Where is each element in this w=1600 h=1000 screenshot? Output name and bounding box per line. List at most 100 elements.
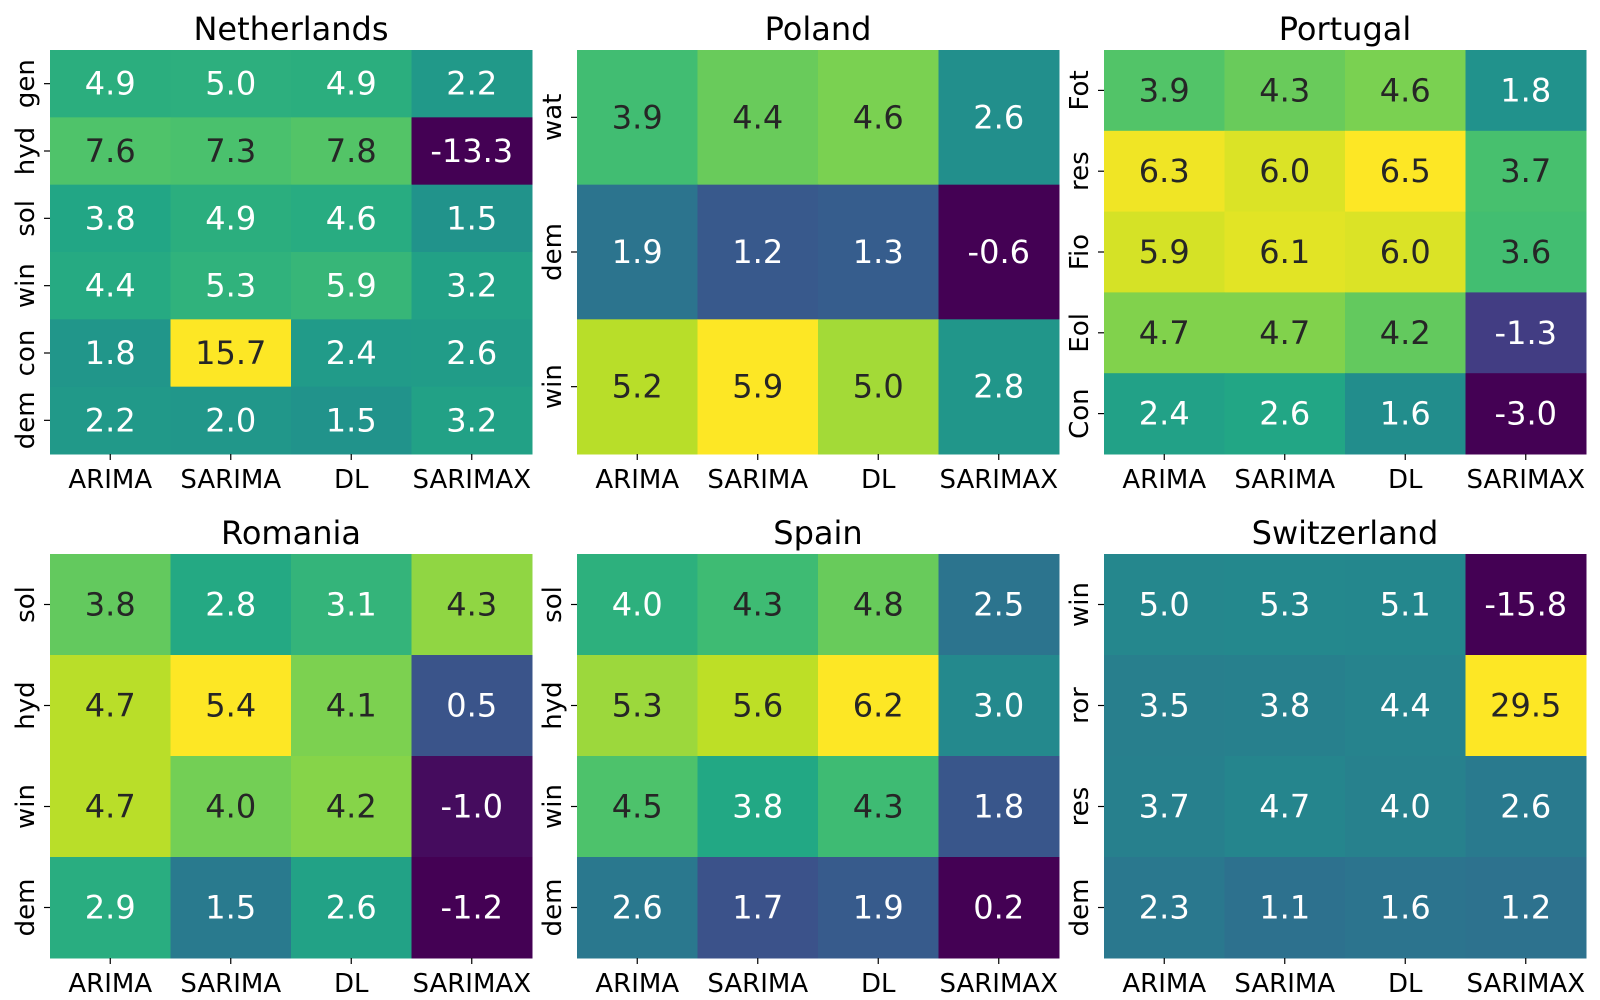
heatmap-cell: [818, 319, 939, 455]
x-tick-label: DL: [334, 969, 369, 999]
heatmap-cell: [938, 319, 1060, 455]
cell-value-label: 2.4: [1139, 395, 1190, 433]
cell-value-label: 1.7: [732, 889, 783, 927]
cell-value-label: 2.9: [85, 889, 136, 927]
heatmap-cell: [1345, 655, 1466, 757]
x-tick-label: DL: [1388, 969, 1423, 999]
y-tick-label: dem: [11, 879, 41, 937]
cell-value-label: 4.1: [326, 687, 377, 725]
y-tick-label: ror: [1065, 687, 1095, 724]
heatmap-cell: [577, 756, 698, 858]
heatmap-cell: [1104, 756, 1225, 858]
cell-value-label: 5.0: [205, 65, 256, 103]
heatmap-cell: [1345, 130, 1466, 213]
heatmap-cell: [938, 857, 1060, 959]
cell-value-label: 4.4: [85, 267, 136, 305]
cell-value-label: 4.3: [446, 586, 497, 624]
cell-value-label: 7.8: [326, 132, 377, 170]
x-tick-label: ARIMA: [68, 465, 152, 495]
heatmap-cell: [818, 554, 939, 656]
heatmap-cell: [697, 319, 819, 455]
heatmap-cell: [1465, 857, 1587, 959]
heatmap-cell: [1224, 756, 1346, 858]
heatmap-cell: [1224, 373, 1346, 455]
heatmap-cell: [1465, 655, 1587, 757]
heatmap-cell: [291, 655, 412, 757]
cell-value-label: 3.5: [1139, 687, 1190, 725]
panel-title: Romania: [221, 514, 361, 552]
x-tick-label: DL: [861, 465, 896, 495]
heatmap-cell: [938, 554, 1060, 656]
heatmap-cell: [818, 50, 939, 186]
x-tick-label: SARIMA: [1234, 969, 1335, 999]
heatmap-cell: [1224, 857, 1346, 959]
cell-value-label: 1.5: [205, 889, 256, 927]
x-tick-label: SARIMAX: [412, 969, 531, 999]
cell-value-label: 0.5: [446, 687, 497, 725]
cell-value-label: 7.3: [205, 132, 256, 170]
cell-value-label: 1.3: [853, 233, 904, 271]
heatmap-cell: [1224, 292, 1346, 374]
cell-value-label: 5.1: [1380, 586, 1431, 624]
y-tick-label: res: [1065, 787, 1095, 827]
heatmap-cell: [291, 50, 412, 118]
heatmap-cell: [1104, 211, 1225, 293]
heatmap-cell: [291, 386, 412, 455]
cell-value-label: 5.9: [732, 368, 783, 406]
x-tick-label: SARIMAX: [1466, 465, 1585, 495]
heatmap-cell: [1345, 756, 1466, 858]
cell-value-label: -0.6: [968, 233, 1030, 271]
y-tick-label: sol: [11, 200, 41, 237]
heatmap-cell: [577, 554, 698, 656]
panel-title: Netherlands: [193, 10, 388, 48]
heatmap-cell: [1465, 211, 1587, 293]
heatmap-cell: [411, 50, 533, 118]
heatmap-cell: [50, 117, 171, 186]
x-tick-label: ARIMA: [595, 465, 679, 495]
cell-value-label: 1.1: [1259, 889, 1310, 927]
cell-value-label: 5.3: [1259, 586, 1310, 624]
heatmap-panel: Portugal 3.9 4.3 4.6 1.8 6.3 6.0 6.5 3.7 5.9 6.1 6.…: [1065, 10, 1587, 495]
cell-value-label: 4.3: [1259, 71, 1310, 109]
heatmap-cell: [818, 184, 939, 320]
x-tick-label: SARIMAX: [412, 465, 531, 495]
y-tick-label: dem: [538, 223, 568, 281]
heatmap-cell: [50, 554, 171, 656]
y-tick-label: con: [11, 330, 41, 377]
heatmap-cell: [411, 386, 533, 455]
heatmap-cell: [697, 184, 819, 320]
heatmap-cell: [170, 554, 292, 656]
x-tick-label: SARIMA: [180, 465, 281, 495]
x-tick-label: SARIMAX: [1466, 969, 1585, 999]
heatmap-cell: [1224, 50, 1346, 132]
cell-value-label: 3.8: [85, 199, 136, 237]
y-tick-label: win: [538, 364, 568, 409]
cell-value-label: 5.6: [732, 687, 783, 725]
heatmap-cell: [411, 319, 533, 388]
cell-value-label: 1.5: [446, 199, 497, 237]
heatmap-cell: [291, 857, 412, 959]
heatmap-cell: [1465, 130, 1587, 213]
x-tick-label: SARIMAX: [939, 465, 1058, 495]
x-tick-label: SARIMA: [707, 969, 808, 999]
heatmap-cell: [1465, 292, 1587, 374]
heatmap-cell: [411, 655, 533, 757]
cell-value-label: 4.2: [326, 788, 377, 826]
heatmap-cell: [170, 655, 292, 757]
cell-value-label: 3.7: [1500, 152, 1551, 190]
heatmap-cell: [1224, 211, 1346, 293]
cell-value-label: 4.9: [85, 65, 136, 103]
cell-value-label: 3.6: [1500, 233, 1551, 271]
cell-value-label: 1.9: [612, 233, 663, 271]
heatmap-cell: [50, 50, 171, 118]
heatmap-cell: [291, 117, 412, 186]
cell-value-label: 2.6: [973, 98, 1024, 136]
cell-value-label: 4.7: [1139, 314, 1190, 352]
heatmap-cell: [50, 655, 171, 757]
x-tick-label: ARIMA: [68, 969, 152, 999]
cell-value-label: 1.2: [1500, 889, 1551, 927]
x-tick-label: DL: [1388, 465, 1423, 495]
y-tick-label: hyd: [538, 681, 568, 729]
cell-value-label: 4.0: [205, 788, 256, 826]
